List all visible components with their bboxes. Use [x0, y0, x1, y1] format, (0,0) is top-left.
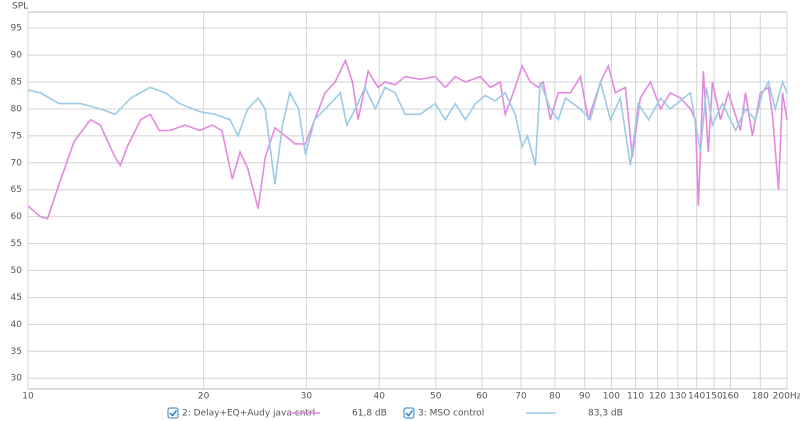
y-tick-label: 55	[11, 239, 22, 249]
x-tick-label: 150	[706, 392, 723, 402]
y-tick-label: 80	[11, 104, 23, 114]
y-axis-label: SPL	[12, 2, 28, 12]
legend-checkbox[interactable]	[167, 407, 179, 419]
y-tick-label: 90	[11, 51, 23, 61]
x-tick-label: 110	[627, 392, 644, 402]
x-tick-label: 120	[649, 392, 666, 402]
y-tick-label: 30	[11, 374, 23, 384]
y-tick-label: 75	[11, 131, 22, 141]
y-tick-label: 45	[11, 293, 22, 303]
plot-frame	[27, 11, 788, 390]
series-line	[27, 58, 788, 220]
x-tick-label: 130	[669, 392, 686, 402]
x-tick-label: 180	[752, 392, 769, 402]
legend-label: 2: Delay+EQ+Audy java cntrl	[182, 409, 315, 419]
x-tick-label: 10	[22, 392, 34, 402]
checkmark	[405, 410, 414, 417]
y-tick-label: 85	[11, 78, 22, 88]
legend-label: 3: MSO control	[418, 409, 484, 419]
checkmark	[169, 410, 178, 417]
x-tick-label: 200Hz	[773, 392, 800, 402]
x-tick-label: 90	[579, 392, 591, 402]
x-tick-label: 40	[374, 392, 386, 402]
y-tick-label: 40	[11, 320, 23, 330]
y-tick-label: 95	[11, 24, 22, 34]
x-tick-label: 160	[722, 392, 739, 402]
y-tick-label: 60	[11, 212, 23, 222]
y-tick-label: 65	[11, 185, 22, 195]
legend-readout: 61,8 dB	[352, 409, 387, 419]
x-tick-label: 100	[603, 392, 620, 402]
y-tick-label: 35	[11, 347, 22, 357]
x-tick-label: 60	[476, 392, 488, 402]
x-tick-label: 70	[515, 392, 527, 402]
x-tick-label: 140	[688, 392, 705, 402]
x-tick-label: 30	[301, 392, 313, 402]
legend-checkbox[interactable]	[403, 407, 415, 419]
legend-readout: 83,3 dB	[588, 409, 623, 419]
x-tick-label: 80	[549, 392, 561, 402]
legend: 2: Delay+EQ+Audy java cntrl 61,8 dB 3: MSO…	[167, 407, 623, 419]
x-tick-label: 20	[198, 392, 210, 402]
x-tick-label: 50	[430, 392, 442, 402]
series-line	[27, 78, 788, 185]
y-tick-label: 50	[11, 266, 23, 276]
y-tick-label: 70	[11, 158, 23, 168]
